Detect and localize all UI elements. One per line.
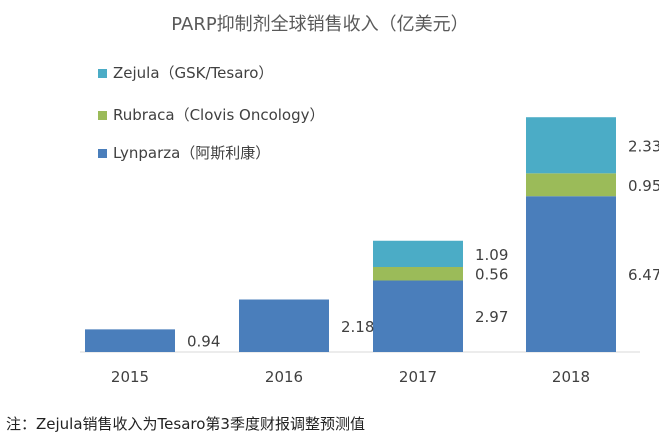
value-label: 0.56 [475,266,508,284]
value-labels: 0.94 2.18 2.97 0.56 1.09 6.47 0.95 2.33 [187,137,659,350]
bar-segment [526,117,616,174]
chart-title: PARP抑制剂全球销售收入（亿美元） [171,14,468,35]
legend-label: Zejula（GSK/Tesaro） [113,64,273,82]
bar-segment [85,329,175,352]
bar-segment [373,266,463,281]
x-axis-ticks: 2015 2016 2017 2018 [111,368,590,386]
value-label: 2.18 [341,318,374,336]
bar-segment [239,299,329,352]
x-tick-label: 2018 [552,368,590,386]
value-label: 6.47 [628,266,659,284]
legend-swatch [98,69,107,78]
x-tick-label: 2017 [399,368,437,386]
legend: Zejula（GSK/Tesaro） Rubraca（Clovis Oncolog… [98,64,325,162]
bar-segment [526,173,616,197]
x-tick-label: 2015 [111,368,149,386]
bar-segment [373,240,463,267]
bar-segment [526,196,616,352]
bar-segment [373,280,463,352]
value-label: 0.95 [628,177,659,195]
value-label: 2.33 [628,137,659,155]
value-label: 2.97 [475,308,508,326]
bars [85,117,616,352]
value-label: 1.09 [475,246,508,264]
value-label: 0.94 [187,333,220,351]
legend-label: Rubraca（Clovis Oncology） [113,106,325,124]
legend-swatch [98,149,107,158]
footnote: 注：Zejula销售收入为Tesaro第3季度财报调整预测值 [6,415,365,433]
legend-swatch [98,111,107,120]
legend-label: Lynparza（阿斯利康） [113,144,270,162]
x-tick-label: 2016 [265,368,303,386]
